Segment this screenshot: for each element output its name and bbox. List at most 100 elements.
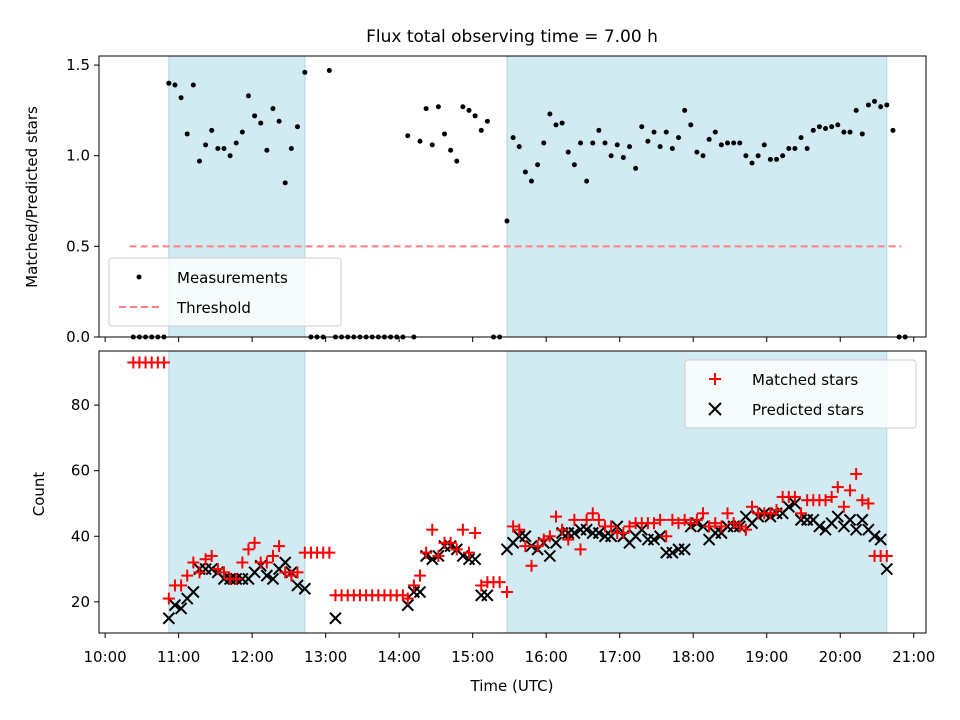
bottom-x-tick-label: 12:00 <box>231 648 274 666</box>
matched-star-point <box>880 549 893 562</box>
predicted-star-point <box>468 553 482 566</box>
measurement-point <box>302 69 308 75</box>
matched-star-point <box>574 543 587 556</box>
measurement-point <box>504 218 510 224</box>
chart-title: Flux total observing time = 7.00 h <box>366 27 658 47</box>
predicted-star-point <box>856 513 869 527</box>
matched-star-point <box>788 490 801 503</box>
matched-star-point <box>432 549 445 562</box>
predicted-star-point <box>260 569 274 582</box>
matched-star-point <box>444 536 457 549</box>
matched-star-point <box>463 546 476 559</box>
measurement-point <box>203 142 209 148</box>
measurement-point <box>755 153 761 159</box>
measurement-point <box>823 126 829 132</box>
measurement-point <box>835 122 841 128</box>
matched-star-point <box>273 540 286 553</box>
predicted-star-point <box>874 533 887 546</box>
measurement-point <box>282 180 288 186</box>
threshold-legend-label: Threshold <box>176 299 251 317</box>
predicted-star-point <box>788 497 802 510</box>
top-y-tick-label: 0.5 <box>66 237 90 255</box>
matched-star-point <box>844 484 857 497</box>
measurement-point <box>190 82 196 88</box>
measurement-point <box>270 106 276 112</box>
predicted-star-point <box>525 539 538 553</box>
matched-star-point <box>715 520 728 533</box>
predicted-star-point <box>580 523 593 536</box>
measurement-point <box>541 140 547 146</box>
measurement-point <box>577 140 583 146</box>
matched-star-point <box>519 540 532 553</box>
matched-star-point <box>469 526 482 539</box>
matched-star-point <box>684 517 697 530</box>
matched-star-point <box>199 553 212 566</box>
measurement-point <box>669 145 675 151</box>
measurement-point <box>792 145 798 151</box>
predicted-star-point <box>401 598 414 612</box>
measurement-point <box>682 107 688 113</box>
predicted-star-point <box>568 526 581 540</box>
measurement-point <box>657 144 663 150</box>
measurement-point <box>829 124 835 130</box>
measurement-point <box>184 131 190 137</box>
measurement-point <box>627 144 633 150</box>
predicted-star-point <box>481 589 494 602</box>
matched-star-point <box>678 513 691 526</box>
top-y-tick-label: 0.0 <box>66 328 90 346</box>
predicted-star-point <box>880 562 894 576</box>
measurement-point <box>405 133 411 139</box>
bottom-x-tick-label: 11:00 <box>157 648 200 666</box>
measurement-point <box>571 162 577 168</box>
measurement-point <box>454 158 460 164</box>
matched-star-point <box>456 523 469 536</box>
bottom-x-tick-label: 19:00 <box>745 648 788 666</box>
measurements-legend-marker <box>136 274 142 280</box>
predicted-star-point <box>868 530 881 543</box>
matched-star-point <box>291 566 304 579</box>
measurement-point <box>172 82 178 88</box>
predicted-star-point <box>519 530 532 543</box>
top-axes-frame <box>98 55 927 338</box>
measurement-point <box>460 104 466 110</box>
bottom-y-tick-label: 20 <box>71 593 90 611</box>
top-y-tick-label: 1.5 <box>66 56 90 74</box>
predicted-star-point <box>849 523 863 536</box>
predicted-star-point <box>782 500 795 513</box>
measurement-point <box>553 122 559 128</box>
predicted-star-point <box>666 546 679 559</box>
bottom-legend-box <box>684 359 917 429</box>
bottom-x-tick-label: 17:00 <box>598 648 641 666</box>
matched-star-point <box>825 490 838 503</box>
measurement-point <box>890 127 896 133</box>
measurement-point <box>559 120 565 126</box>
matched-star-point <box>831 481 844 494</box>
matched-star-point <box>690 513 703 526</box>
measurement-point <box>645 138 651 144</box>
bottom-x-tick-label: 15:00 <box>451 648 494 666</box>
measurement-point <box>614 142 620 148</box>
predicted-star-point <box>266 572 280 586</box>
measurement-point <box>528 178 534 184</box>
bottom-y-ticks: 20 40 60 80 <box>71 396 99 611</box>
measurement-point <box>737 140 743 146</box>
measurement-point <box>688 122 694 128</box>
predicted-star-point <box>843 513 857 527</box>
matched-star-point <box>648 517 661 530</box>
predicted-star-point <box>413 585 427 599</box>
measurement-point <box>209 127 215 133</box>
matched-star-point <box>193 566 206 579</box>
measurement-point <box>884 102 890 108</box>
bottom-x-tick-label: 10:00 <box>84 648 127 666</box>
measurement-point <box>718 142 724 148</box>
matched-star-point <box>525 559 538 572</box>
matched-star-point <box>236 556 249 569</box>
bottom-x-tick-label: 13:00 <box>304 648 347 666</box>
matched-star-point <box>500 586 513 599</box>
measurement-point <box>233 140 239 146</box>
matched-star-point <box>654 513 667 526</box>
matched-star-point <box>205 549 218 562</box>
top-legend: Measurements Threshold <box>108 257 342 327</box>
measurement-point <box>510 135 516 141</box>
